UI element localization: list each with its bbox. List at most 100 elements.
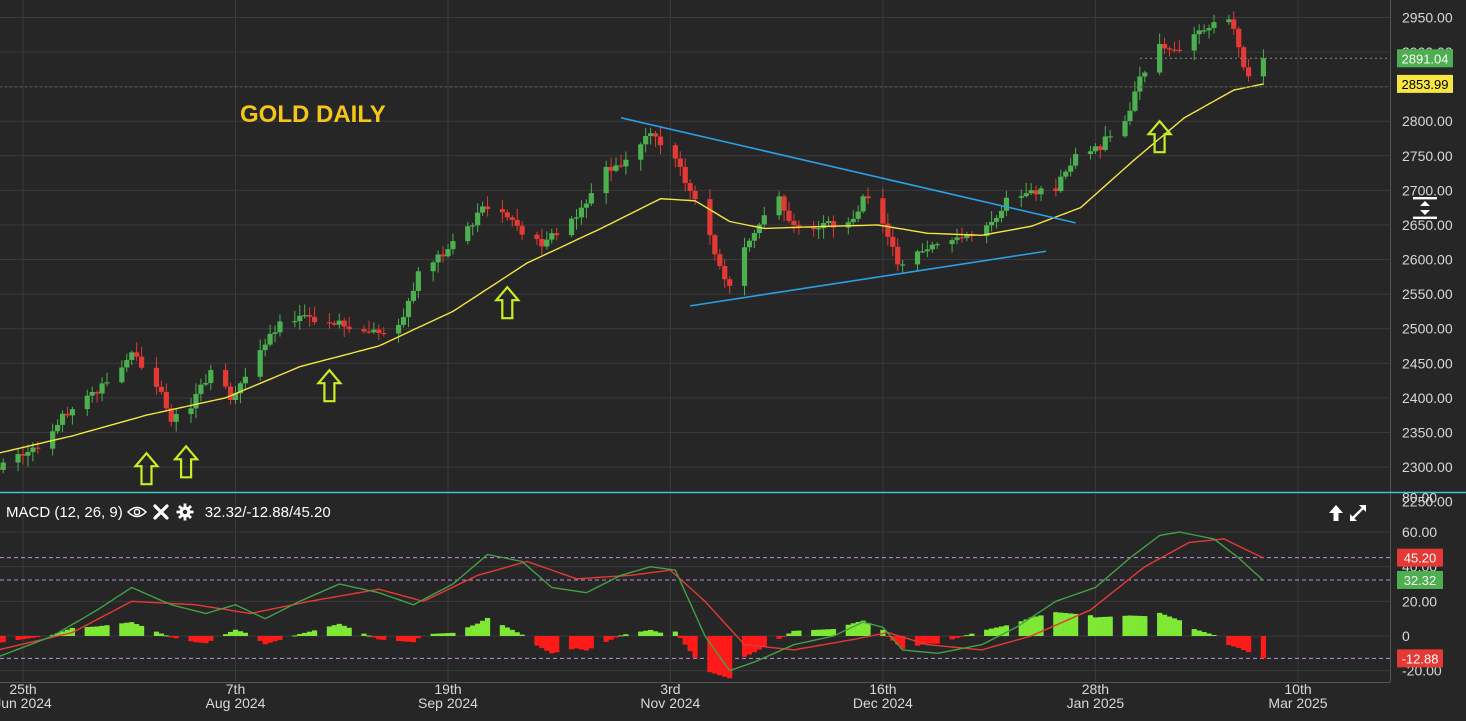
- candle-down: [1161, 43, 1168, 49]
- close-icon[interactable]: [151, 502, 171, 522]
- candle-down: [381, 332, 387, 335]
- time-tick-day: 7th: [226, 681, 245, 697]
- candle-up: [99, 383, 105, 394]
- candle-up: [638, 144, 644, 160]
- macd-value-badge-bg: [1397, 570, 1443, 589]
- candle-up: [89, 392, 95, 396]
- histogram-bar-up: [64, 629, 71, 636]
- candle-up: [1127, 110, 1133, 122]
- histogram-bar-up: [1053, 612, 1059, 636]
- candle-down: [168, 408, 174, 422]
- candle-down: [227, 386, 234, 401]
- candle-up: [475, 212, 481, 226]
- candle-down: [223, 370, 229, 387]
- histogram-bar-up: [860, 620, 866, 636]
- histogram-bar-down: [949, 636, 955, 640]
- candle-down: [153, 367, 160, 387]
- histogram-bar-up: [1122, 615, 1128, 636]
- gear-icon[interactable]: [175, 502, 195, 522]
- histogram-bar-down: [20, 636, 26, 640]
- histogram-bar-down: [613, 636, 619, 638]
- candle-up: [603, 166, 609, 194]
- candle-up: [1201, 30, 1207, 32]
- candle-up: [450, 241, 456, 250]
- candle-down: [1033, 190, 1039, 195]
- histogram-bar-down: [573, 636, 580, 649]
- candle-down: [20, 454, 26, 456]
- histogram-bar-up: [1097, 617, 1103, 636]
- candle-down: [1166, 48, 1173, 50]
- histogram-bar-down: [692, 636, 698, 658]
- histogram-bar-down: [707, 636, 713, 673]
- histogram-bar-up: [830, 629, 837, 636]
- histogram-bar-up: [311, 630, 318, 636]
- histogram-bar-up: [430, 633, 436, 636]
- candle-down: [554, 233, 560, 236]
- price-tick-label: 2950.00: [1402, 10, 1453, 26]
- histogram-bar-down: [1241, 636, 1247, 651]
- histogram-bar-up: [1023, 619, 1029, 636]
- histogram-bar-down: [741, 636, 748, 657]
- eye-icon[interactable]: [126, 502, 147, 522]
- histogram-bar-up: [89, 626, 95, 636]
- histogram-bar-up: [648, 629, 654, 636]
- candle-down: [35, 447, 41, 449]
- histogram-bar-up: [470, 625, 476, 636]
- histogram-bar-down: [0, 636, 6, 643]
- candle-up: [993, 217, 1000, 222]
- histogram-bar-up: [1003, 625, 1010, 636]
- macd-plot: [0, 531, 1390, 679]
- histogram-bar-up: [134, 624, 140, 636]
- candle-up: [242, 376, 248, 384]
- candle-down: [687, 183, 693, 191]
- candle-up: [430, 262, 436, 272]
- candle-down: [1241, 47, 1247, 68]
- candle-down: [484, 206, 491, 210]
- candle-up: [470, 225, 476, 227]
- price-tick-label: 2400.00: [1402, 390, 1453, 406]
- histogram-bar-up: [435, 633, 441, 636]
- histogram-bar-up: [820, 629, 827, 636]
- candle-up: [1018, 196, 1024, 198]
- histogram-bar-up: [1127, 615, 1133, 636]
- candle-up: [613, 165, 619, 171]
- histogram-bar-down: [544, 636, 550, 651]
- candle-up: [400, 317, 407, 325]
- candle-down: [64, 413, 71, 416]
- histogram-bar-up: [1176, 620, 1182, 636]
- histogram-bar-down: [761, 636, 767, 647]
- candle-up: [900, 264, 906, 266]
- candle-down: [1097, 146, 1103, 150]
- candle-up: [1191, 34, 1197, 51]
- price-tick-label: 2500.00: [1402, 321, 1453, 337]
- histogram-bar-up: [104, 625, 110, 636]
- histogram-bar-down: [1236, 636, 1242, 648]
- histogram-bar-up: [297, 633, 303, 636]
- histogram-bar-down: [712, 636, 718, 674]
- histogram-bar-down: [568, 636, 575, 650]
- candle-down: [134, 352, 140, 357]
- histogram-bar-down: [781, 636, 787, 637]
- macd-tick-label: 0: [1402, 628, 1410, 644]
- candle-up: [583, 203, 589, 208]
- candle-up: [208, 370, 214, 383]
- histogram-bar-up: [1102, 616, 1108, 636]
- histogram-bar-up: [816, 629, 822, 636]
- candle-up: [0, 462, 6, 470]
- histogram-bar-down: [193, 636, 199, 643]
- candle-down: [509, 217, 515, 220]
- arrow-up-icon[interactable]: [1326, 503, 1346, 523]
- histogram-bar-down: [267, 636, 273, 643]
- time-tick-month: Jan 2025: [1067, 695, 1125, 711]
- histogram-bar-up: [1137, 615, 1143, 636]
- histogram-bar-up: [1092, 617, 1098, 636]
- scale-handle-icon[interactable]: [1412, 196, 1438, 220]
- candle-down: [139, 356, 145, 368]
- candle-up: [173, 414, 179, 422]
- histogram-bar-up: [302, 632, 308, 636]
- histogram-bar-down: [549, 636, 555, 654]
- expand-icon[interactable]: [1348, 503, 1368, 523]
- candle-down: [539, 239, 545, 247]
- histogram-bar-up: [796, 630, 802, 636]
- candle-down: [534, 234, 540, 240]
